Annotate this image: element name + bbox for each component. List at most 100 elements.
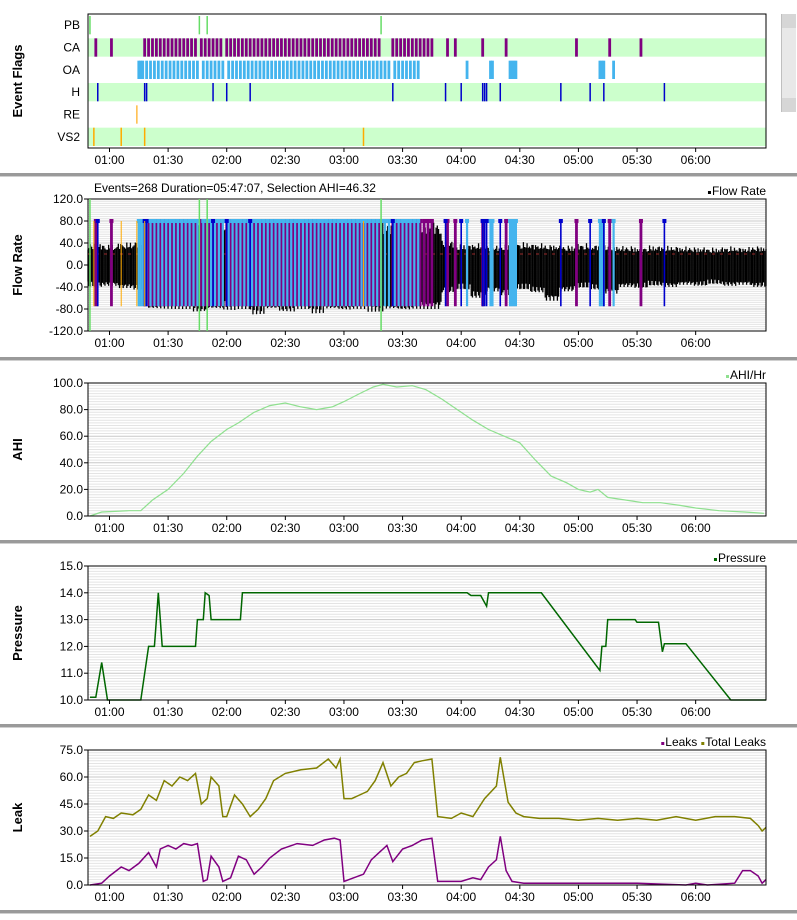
flow-oa-overlay-cap [382,219,387,223]
event-mark [280,38,283,57]
event-mark [145,83,148,102]
x-tick-label: 05:30 [622,705,652,719]
flow-ca-overlay [280,221,283,307]
y-tick-label: 100.0 [53,376,83,390]
event-mark [589,83,591,102]
row-label: H [71,85,80,99]
x-tick-label: 01:30 [153,705,183,719]
flow-oa-overlay [282,221,285,307]
flow-oa-overlay-cap [408,219,413,223]
legend-entry: Leaks [665,735,697,749]
x-tick-label: 04:00 [446,705,476,719]
event-mark [603,83,605,102]
event-mark [319,38,322,57]
event-mark [350,38,354,57]
x-tick-label: 03:30 [388,521,418,535]
flow-ca-overlay [369,221,373,307]
flow-rate-chart[interactable]: 120.0 80.0 40.0 0.0 -40.0 -80.0 -120.0 Flow Rat… [0,177,797,357]
event-mark [231,60,234,79]
x-tick-label: 01:30 [153,153,183,167]
x-tick-label: 01:00 [94,336,124,350]
panel-splitter[interactable] [0,724,797,728]
y-tick-label: 11.0 [61,666,84,680]
flow-ca-overlay [338,221,342,307]
event-mark [358,38,361,57]
event-mark [362,38,365,57]
flow-oa-overlay [251,221,254,307]
panel-splitter[interactable] [0,540,797,544]
leak-chart[interactable]: 75.0 60.0 45.0 30.0 15.0 0.0 Total Leaks Leaks L… [0,728,797,910]
event-mark [392,83,394,102]
event-mark [418,38,422,57]
flow-oa-overlay [465,221,469,307]
flow-oa-overlay [153,221,156,307]
event-mark [110,38,113,57]
event-mark [168,60,172,79]
flow-oa-overlay [294,221,297,307]
y-tick-label: -120.0 [49,324,83,338]
ahi-chart[interactable]: 100.0 80.0 60.0 40.0 20.0 0.0 AHI/Hr AHI 01:00 01… [0,361,797,540]
flow-oa-overlay-cap [513,219,518,223]
event-mark [260,38,264,57]
flow-oa-overlay-cap [355,219,360,223]
panel-splitter[interactable] [0,173,797,177]
y-tick-label: 45.0 [60,797,84,811]
plot-frame [87,749,767,886]
legend-swatch [707,191,711,194]
event-mark [575,38,578,57]
event-mark [283,38,287,57]
event-mark [366,38,369,57]
scroll-down-icon[interactable] [782,98,796,112]
flow-oa-overlay [321,221,324,307]
event-mark [352,60,356,79]
event-mark [383,60,387,79]
y-tick-label: 15.0 [60,559,84,573]
panel-splitter[interactable] [0,357,797,361]
flow-oa-overlay-cap [332,219,337,223]
flow-oa-overlay-cap [359,219,364,223]
flow-ca-overlay [422,221,426,307]
flow-oa-overlay [157,221,160,307]
flow-ca-overlay [350,221,354,307]
event-mark [348,60,352,79]
event-mark [248,38,252,57]
flow-ca-overlay [207,221,211,307]
x-tick-label: 05:30 [622,890,652,904]
flow-oa-overlay [231,221,234,307]
event-mark [334,38,338,57]
event-flags-scrollbar[interactable] [781,14,796,112]
flow-ca-overlay [178,221,182,307]
event-mark [407,38,410,57]
event-mark [303,38,307,57]
flow-oa-overlay [612,221,615,307]
flow-ca-overlay [358,221,361,307]
event-mark [293,60,297,79]
flow-oa-overlay-cap [320,219,325,223]
flow-oa-overlay [372,221,375,307]
event-mark [639,38,643,57]
y-tick-label: 10.0 [60,693,84,707]
flow-ca-overlay [158,221,162,307]
event-mark [240,38,244,57]
event-mark [205,60,209,79]
event-mark [143,127,146,146]
event-mark [317,60,320,79]
flow-oa-overlay-cap [293,219,298,223]
event-mark [250,60,254,79]
y-axis-label: Leak [10,802,25,832]
event-mark [229,38,233,57]
event-mark [356,60,360,79]
flow-oa-overlay [196,221,199,307]
flow-oa-overlay [286,221,289,307]
x-tick-label: 03:00 [329,705,359,719]
event-mark [338,38,342,57]
event-mark [188,60,192,79]
event-mark [94,38,98,57]
event-mark [377,38,381,57]
row-band [88,127,766,146]
flow-oa-overlay [340,221,344,307]
pressure-chart[interactable]: 15.0 14.0 13.0 12.0 11.0 10.0 Pressure Pressure… [0,544,797,724]
flow-oa-overlay-cap [300,219,305,223]
scroll-up-icon[interactable] [782,14,796,28]
event-mark [93,127,95,146]
